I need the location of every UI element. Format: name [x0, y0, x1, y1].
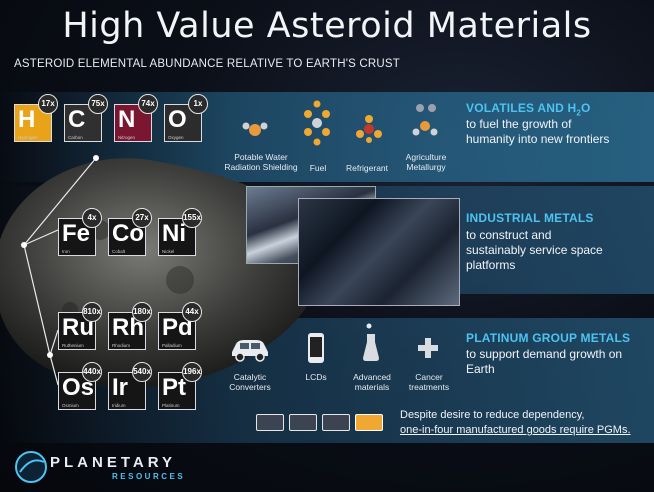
- element-tile: Fe Iron: [58, 218, 96, 256]
- element-name: Hydrogen: [18, 135, 38, 140]
- manufactured-good-chip-icon: [289, 414, 317, 431]
- abundance-badge: 74x: [138, 94, 158, 114]
- page-subtitle: ASTEROID ELEMENTAL ABUNDANCE RELATIVE TO…: [14, 58, 400, 70]
- icon-caption-refrigerant: Refrigerant: [345, 163, 389, 173]
- icon-caption-fuel: Fuel: [309, 163, 327, 173]
- element-tile: Pt Platinum: [158, 372, 196, 410]
- element-name: Osmium: [62, 403, 79, 408]
- element-symbol: C: [68, 106, 86, 133]
- element-name: Oxygen: [168, 135, 184, 140]
- planetary-resources-logo-icon: [15, 451, 47, 483]
- abundance-badge: 1x: [188, 94, 208, 114]
- abundance-badge: 196x: [182, 362, 202, 382]
- abundance-badge: 155x: [182, 208, 202, 228]
- fuel-molecule-icon: [304, 100, 330, 146]
- element-name: Nitrogen: [118, 135, 136, 140]
- abundance-badge: 27x: [132, 208, 152, 228]
- element-tile: Ir Iridium: [108, 372, 146, 410]
- logo-sub: RESOURCES: [112, 472, 186, 481]
- abundance-badge: 44x: [182, 302, 202, 322]
- manufactured-good-chip-icon: [322, 414, 350, 431]
- page-title: High Value Asteroid Materials: [62, 6, 592, 46]
- element-symbol: H: [18, 106, 36, 133]
- element-name: Nickel: [162, 249, 175, 254]
- element-symbol: O: [168, 106, 187, 133]
- agriculture-molecule-icon: [412, 104, 438, 136]
- icon-caption-car: Catalytic Converters: [229, 372, 271, 392]
- flask-icon: [363, 323, 379, 361]
- medical-cross-icon: [418, 338, 438, 358]
- manufactured-good-chip-icon: [355, 414, 383, 431]
- element-name: Iridium: [112, 403, 126, 408]
- car-icon: [232, 340, 268, 362]
- pgm-note-line1: Despite desire to reduce dependency,: [400, 409, 585, 421]
- element-name: Carbon: [68, 135, 83, 140]
- icon-caption-water: Potable Water Radiation Shielding: [224, 152, 298, 172]
- pgm-description: to support demand growth on Earth: [466, 347, 623, 376]
- element-symbol: Ir: [112, 374, 129, 401]
- abundance-badge: 540x: [132, 362, 152, 382]
- icon-caption-cancer: Cancer treatments: [408, 372, 450, 392]
- element-symbol: Ni: [162, 220, 186, 247]
- volatiles-title: VOLATILES AND H2O: [466, 101, 591, 118]
- icon-caption-materials: Advanced materials: [353, 372, 391, 392]
- abundance-badge: 180x: [132, 302, 152, 322]
- element-symbol: Pt: [162, 374, 186, 401]
- industrial-description: to construct and sustainably service spa…: [466, 228, 603, 272]
- abundance-badge: 4x: [82, 208, 102, 228]
- industrial-title: INDUSTRIAL METALS: [466, 211, 594, 225]
- refrigerant-molecule-icon: [356, 115, 382, 143]
- icon-caption-agriculture: Agriculture Metallurgy: [405, 152, 447, 172]
- icon-caption-lcd: LCDs: [305, 372, 327, 382]
- element-symbol: N: [118, 106, 136, 133]
- abundance-badge: 17x: [38, 94, 58, 114]
- phone-icon: [308, 333, 324, 363]
- logo-name: PLANETARY: [50, 454, 176, 471]
- element-name: Palladium: [162, 343, 182, 348]
- element-name: Platinum: [162, 403, 180, 408]
- space-station-photo: [298, 198, 460, 306]
- volatiles-description: to fuel the growth of humanity into new …: [466, 117, 610, 146]
- element-name: Cobalt: [112, 249, 126, 254]
- element-name: Iron: [62, 249, 70, 254]
- abundance-badge: 440x: [82, 362, 102, 382]
- abundance-badge: 810x: [82, 302, 102, 322]
- element-name: Rhodium: [112, 343, 131, 348]
- pgm-note-line2: one-in-four manufactured goods require P…: [400, 424, 631, 436]
- abundance-badge: 75x: [88, 94, 108, 114]
- pgm-title: PLATINUM GROUP METALS: [466, 331, 631, 345]
- element-name: Ruthenium: [62, 343, 84, 348]
- manufactured-good-chip-icon: [256, 414, 284, 431]
- water-molecule-icon: [242, 122, 268, 136]
